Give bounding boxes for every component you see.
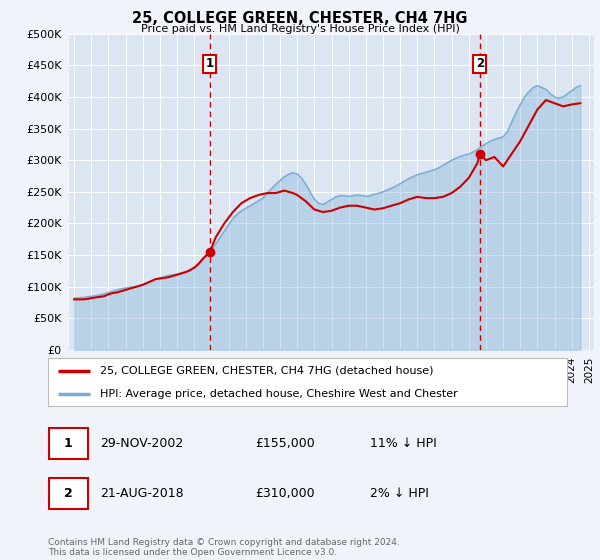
- Text: Price paid vs. HM Land Registry's House Price Index (HPI): Price paid vs. HM Land Registry's House …: [140, 24, 460, 34]
- Text: HPI: Average price, detached house, Cheshire West and Chester: HPI: Average price, detached house, Ches…: [100, 389, 458, 399]
- Text: 11% ↓ HPI: 11% ↓ HPI: [370, 437, 437, 450]
- Text: 21-AUG-2018: 21-AUG-2018: [100, 487, 184, 500]
- Text: 29-NOV-2002: 29-NOV-2002: [100, 437, 183, 450]
- Text: £155,000: £155,000: [256, 437, 316, 450]
- Text: 2% ↓ HPI: 2% ↓ HPI: [370, 487, 428, 500]
- Text: Contains HM Land Registry data © Crown copyright and database right 2024.
This d: Contains HM Land Registry data © Crown c…: [48, 538, 400, 557]
- Text: 1: 1: [206, 57, 214, 70]
- Text: 1: 1: [64, 437, 73, 450]
- Text: 2: 2: [476, 57, 484, 70]
- FancyBboxPatch shape: [49, 478, 88, 510]
- FancyBboxPatch shape: [49, 428, 88, 459]
- Text: 2: 2: [64, 487, 73, 500]
- Text: £310,000: £310,000: [256, 487, 315, 500]
- Text: 25, COLLEGE GREEN, CHESTER, CH4 7HG (detached house): 25, COLLEGE GREEN, CHESTER, CH4 7HG (det…: [100, 366, 433, 376]
- Text: 25, COLLEGE GREEN, CHESTER, CH4 7HG: 25, COLLEGE GREEN, CHESTER, CH4 7HG: [132, 11, 468, 26]
